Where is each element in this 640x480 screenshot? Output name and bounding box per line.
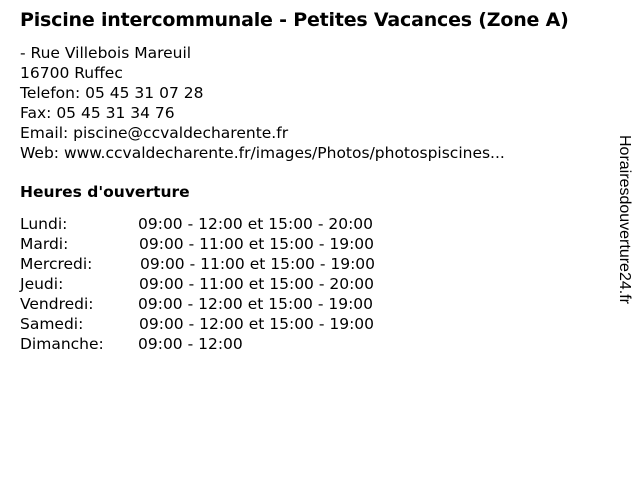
- time-value: 09:00 - 12:00 et 15:00 - 20:00: [138, 215, 374, 233]
- watermark: Horairesdouverture24.fr: [616, 135, 633, 304]
- time-value: 09:00 - 12:00: [138, 335, 243, 353]
- city: 16700 Ruffec: [20, 64, 123, 82]
- phone: Telefon: 05 45 31 07 28: [20, 84, 204, 102]
- website: Web: www.ccvaldecharente.fr/images/Photo…: [20, 144, 505, 162]
- time-value: 09:00 - 12:00 et 15:00 - 19:00: [139, 315, 375, 333]
- time-value: 09:00 - 12:00 et 15:00 - 19:00: [138, 295, 374, 313]
- day-label: Mercredi:: [20, 255, 93, 273]
- time-value: 09:00 - 11:00 et 15:00 - 19:00: [139, 235, 375, 253]
- day-label: Dimanche:: [20, 335, 104, 353]
- address-block: - Rue Villebois Mareuil 16700 Ruffec Tel…: [20, 43, 505, 163]
- day-label: Jeudi:: [20, 275, 64, 293]
- fax: Fax: 05 45 31 34 76: [20, 104, 175, 122]
- page-title: Piscine intercommunale - Petites Vacance…: [20, 9, 569, 31]
- day-label: Lundi:: [20, 215, 68, 233]
- hours-heading: Heures d'ouverture: [20, 183, 190, 201]
- time-value: 09:00 - 11:00 et 15:00 - 20:00: [139, 275, 375, 293]
- time-value: 09:00 - 11:00 et 15:00 - 19:00: [140, 255, 376, 273]
- day-label: Vendredi:: [20, 295, 94, 313]
- day-label: Samedi:: [20, 315, 84, 333]
- email: Email: piscine@ccvaldecharente.fr: [20, 124, 289, 142]
- street: - Rue Villebois Mareuil: [20, 44, 192, 62]
- day-label: Mardi:: [20, 235, 69, 253]
